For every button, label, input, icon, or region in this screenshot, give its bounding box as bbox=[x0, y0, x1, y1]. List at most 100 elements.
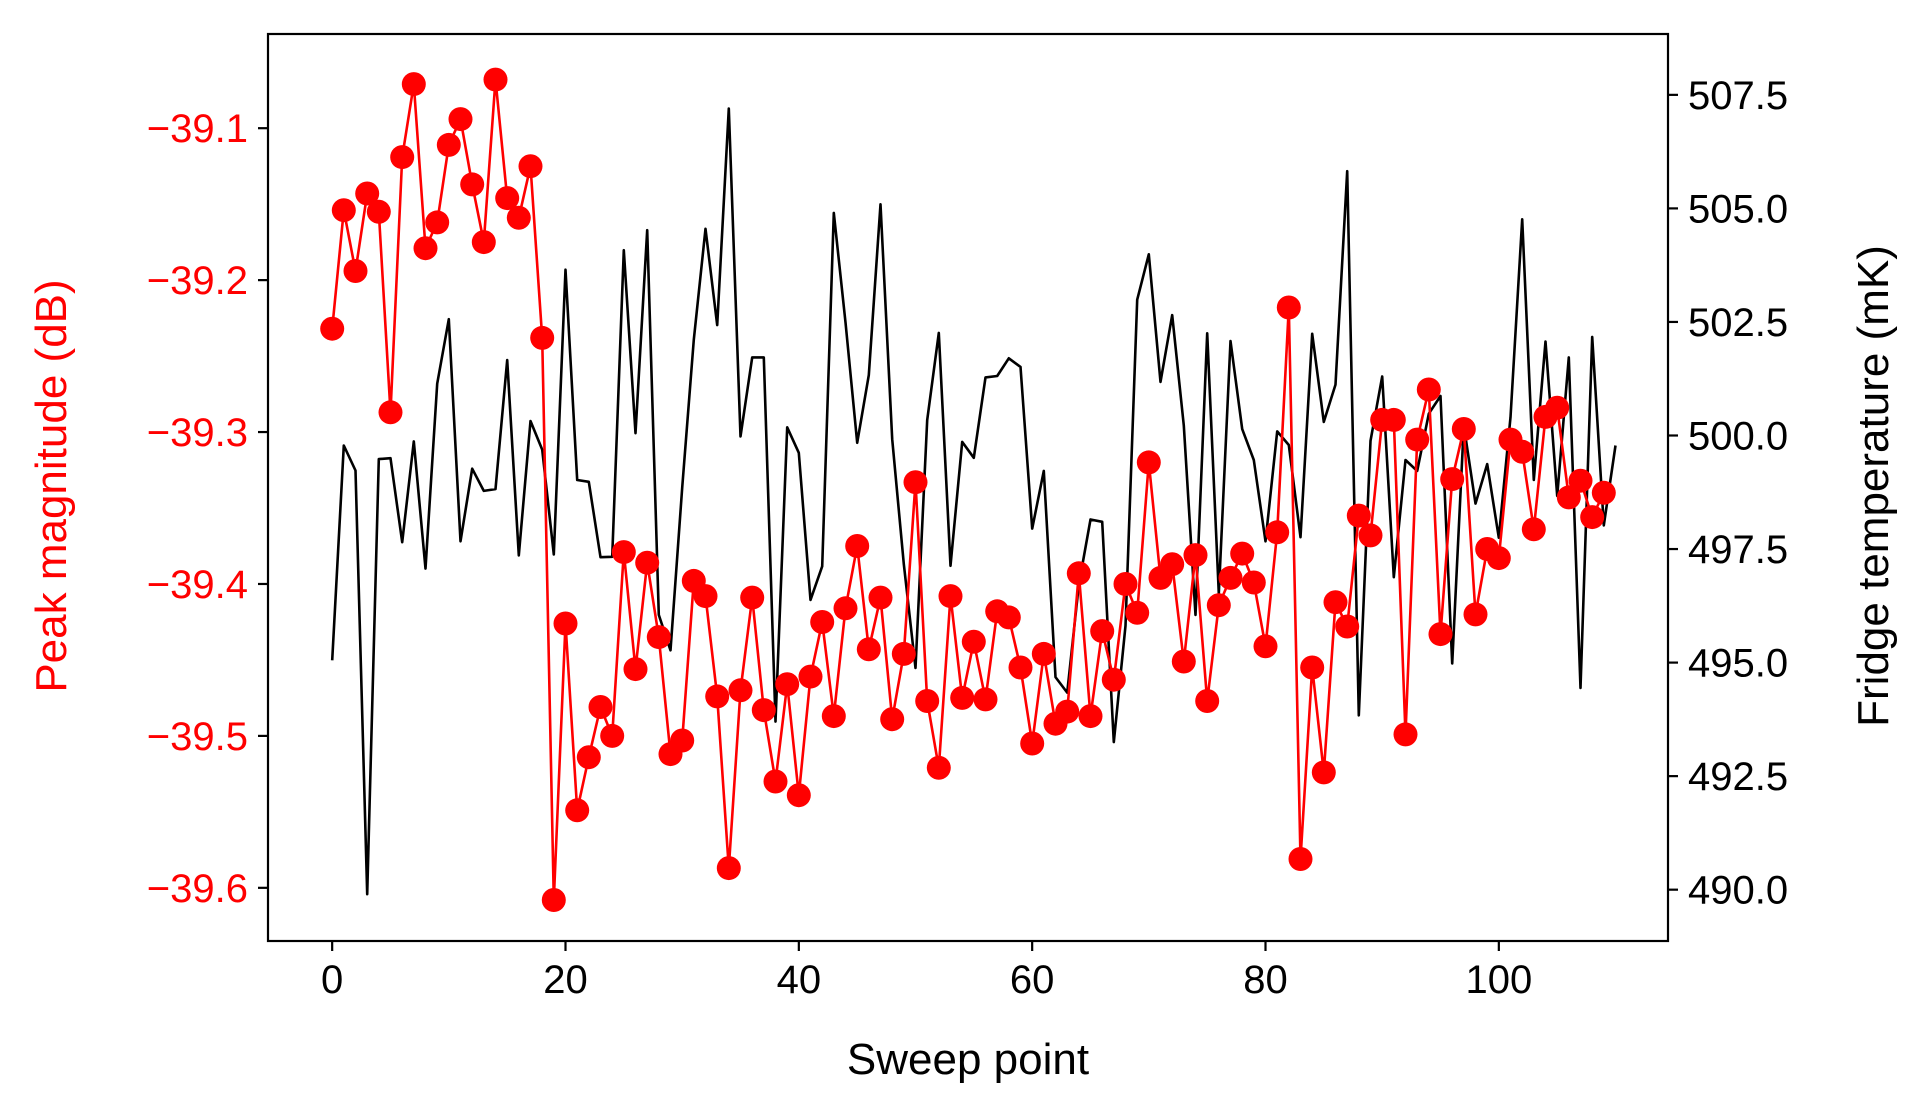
peak-magnitude-point bbox=[716, 856, 741, 881]
peak-magnitude-point bbox=[1440, 467, 1465, 492]
peak-magnitude-point bbox=[833, 596, 858, 621]
peak-magnitude-point bbox=[1545, 395, 1570, 420]
x-axis-title: Sweep point bbox=[847, 1035, 1089, 1084]
peak-magnitude-point bbox=[576, 745, 601, 770]
peak-magnitude-point bbox=[938, 584, 963, 609]
right-y-tick-label: 505.0 bbox=[1688, 187, 1788, 231]
peak-magnitude-point bbox=[1486, 546, 1511, 571]
peak-magnitude-point bbox=[1008, 655, 1033, 680]
peak-magnitude-point bbox=[1568, 468, 1593, 493]
peak-magnitude-point bbox=[1311, 760, 1336, 785]
peak-magnitude-point bbox=[1078, 704, 1103, 729]
left-y-axis-title: Peak magnitude (dB) bbox=[27, 279, 76, 692]
left-y-tick-label: −39.4 bbox=[147, 563, 248, 607]
left-y-axis: −39.6 −39.5 −39.4 −39.3 −39.2 −39.1 bbox=[147, 107, 268, 911]
right-y-tick-label: 502.5 bbox=[1688, 301, 1788, 345]
right-y-axis: 490.0 492.5 495.0 497.5 500.0 502.5 505.0 507.5 bbox=[1668, 74, 1788, 913]
peak-magnitude-point bbox=[600, 723, 625, 748]
peak-magnitude-point bbox=[1171, 649, 1196, 674]
peak-magnitude-point bbox=[1288, 847, 1313, 871]
peak-magnitude-point bbox=[1031, 641, 1056, 666]
peak-magnitude-point bbox=[413, 236, 438, 261]
peak-magnitude-point bbox=[1160, 552, 1185, 577]
peak-magnitude-point bbox=[483, 67, 508, 92]
peak-magnitude-point bbox=[740, 585, 765, 610]
x-tick-label: 40 bbox=[777, 958, 822, 1002]
peak-magnitude-point bbox=[1323, 590, 1348, 615]
peak-magnitude-point bbox=[320, 316, 345, 341]
peak-magnitude-point bbox=[1241, 570, 1266, 595]
peak-magnitude-point bbox=[996, 605, 1021, 630]
peak-magnitude-point bbox=[1580, 505, 1605, 530]
peak-magnitude-point bbox=[1090, 619, 1115, 644]
peak-magnitude-point bbox=[1556, 485, 1581, 510]
peak-magnitude-point bbox=[1136, 450, 1161, 475]
peak-magnitude-point bbox=[1405, 427, 1430, 452]
peak-magnitude-point bbox=[518, 154, 543, 179]
peak-magnitude-point bbox=[670, 728, 695, 753]
peak-magnitude-point bbox=[506, 205, 531, 230]
peak-magnitude-point bbox=[1125, 600, 1150, 625]
peak-magnitude-point bbox=[973, 687, 998, 712]
peak-magnitude-point bbox=[401, 72, 426, 97]
peak-magnitude-point bbox=[1381, 407, 1406, 432]
peak-magnitude-point bbox=[1358, 523, 1383, 548]
peak-magnitude-point bbox=[623, 657, 648, 682]
peak-magnitude-point bbox=[1020, 731, 1045, 756]
peak-magnitude-point bbox=[728, 678, 753, 703]
left-y-tick-label: −39.2 bbox=[147, 259, 248, 303]
left-y-tick-label: −39.3 bbox=[147, 411, 248, 455]
left-y-tick-label: −39.1 bbox=[147, 107, 248, 151]
peak-magnitude-point bbox=[1230, 541, 1255, 566]
peak-magnitude-point bbox=[390, 145, 415, 170]
peak-magnitude-point bbox=[378, 400, 403, 425]
peak-magnitude-point bbox=[471, 230, 496, 255]
peak-magnitude-point bbox=[1206, 593, 1231, 618]
peak-magnitude-point bbox=[903, 470, 928, 495]
peak-magnitude-point bbox=[646, 625, 671, 650]
peak-magnitude-point bbox=[635, 550, 660, 575]
peak-magnitude-point bbox=[693, 584, 718, 609]
right-y-tick-label: 497.5 bbox=[1688, 528, 1788, 572]
peak-magnitude-point bbox=[1346, 503, 1371, 528]
left-y-tick-label: −39.5 bbox=[147, 715, 248, 759]
peak-magnitude-point bbox=[1300, 655, 1325, 680]
peak-magnitude-point bbox=[530, 325, 555, 350]
peak-magnitude-point bbox=[1253, 634, 1278, 659]
peak-magnitude-point bbox=[786, 783, 811, 808]
peak-magnitude-point bbox=[950, 685, 975, 710]
peak-magnitude-point bbox=[1195, 689, 1220, 713]
x-tick-label: 20 bbox=[543, 958, 588, 1002]
peak-magnitude-point bbox=[775, 672, 800, 697]
peak-magnitude-point bbox=[1101, 667, 1126, 692]
peak-magnitude-point bbox=[926, 755, 951, 780]
peak-magnitude-point bbox=[1276, 295, 1301, 320]
peak-magnitude-point bbox=[331, 198, 356, 223]
peak-magnitude-point bbox=[1335, 614, 1360, 639]
peak-magnitude-point bbox=[1428, 622, 1453, 647]
peak-magnitude-point bbox=[1451, 417, 1476, 441]
x-tick-label: 80 bbox=[1243, 958, 1288, 1002]
peak-magnitude-point bbox=[436, 132, 461, 157]
peak-magnitude-point bbox=[845, 534, 870, 558]
peak-magnitude-point bbox=[1393, 722, 1418, 747]
peak-magnitude-point bbox=[751, 698, 776, 723]
peak-magnitude-point bbox=[1218, 565, 1243, 590]
peak-magnitude-point bbox=[856, 637, 881, 662]
peak-magnitude-point bbox=[1463, 602, 1488, 627]
peak-magnitude-point bbox=[611, 540, 636, 565]
right-y-tick-label: 490.0 bbox=[1688, 869, 1788, 913]
peak-magnitude-point bbox=[1521, 517, 1546, 542]
peak-magnitude-point bbox=[1591, 480, 1616, 505]
right-y-axis-title: Fridge temperature (mK) bbox=[1849, 245, 1898, 727]
peak-magnitude-point bbox=[448, 107, 473, 132]
right-y-tick-label: 492.5 bbox=[1688, 755, 1788, 799]
peak-magnitude-point bbox=[1265, 520, 1290, 545]
peak-magnitude-point bbox=[553, 611, 578, 636]
peak-magnitude-point bbox=[868, 585, 893, 610]
peak-magnitude-point bbox=[343, 259, 368, 283]
peak-magnitude-point bbox=[915, 689, 940, 713]
peak-magnitude-point bbox=[588, 695, 613, 719]
peak-magnitude-point bbox=[961, 629, 986, 654]
